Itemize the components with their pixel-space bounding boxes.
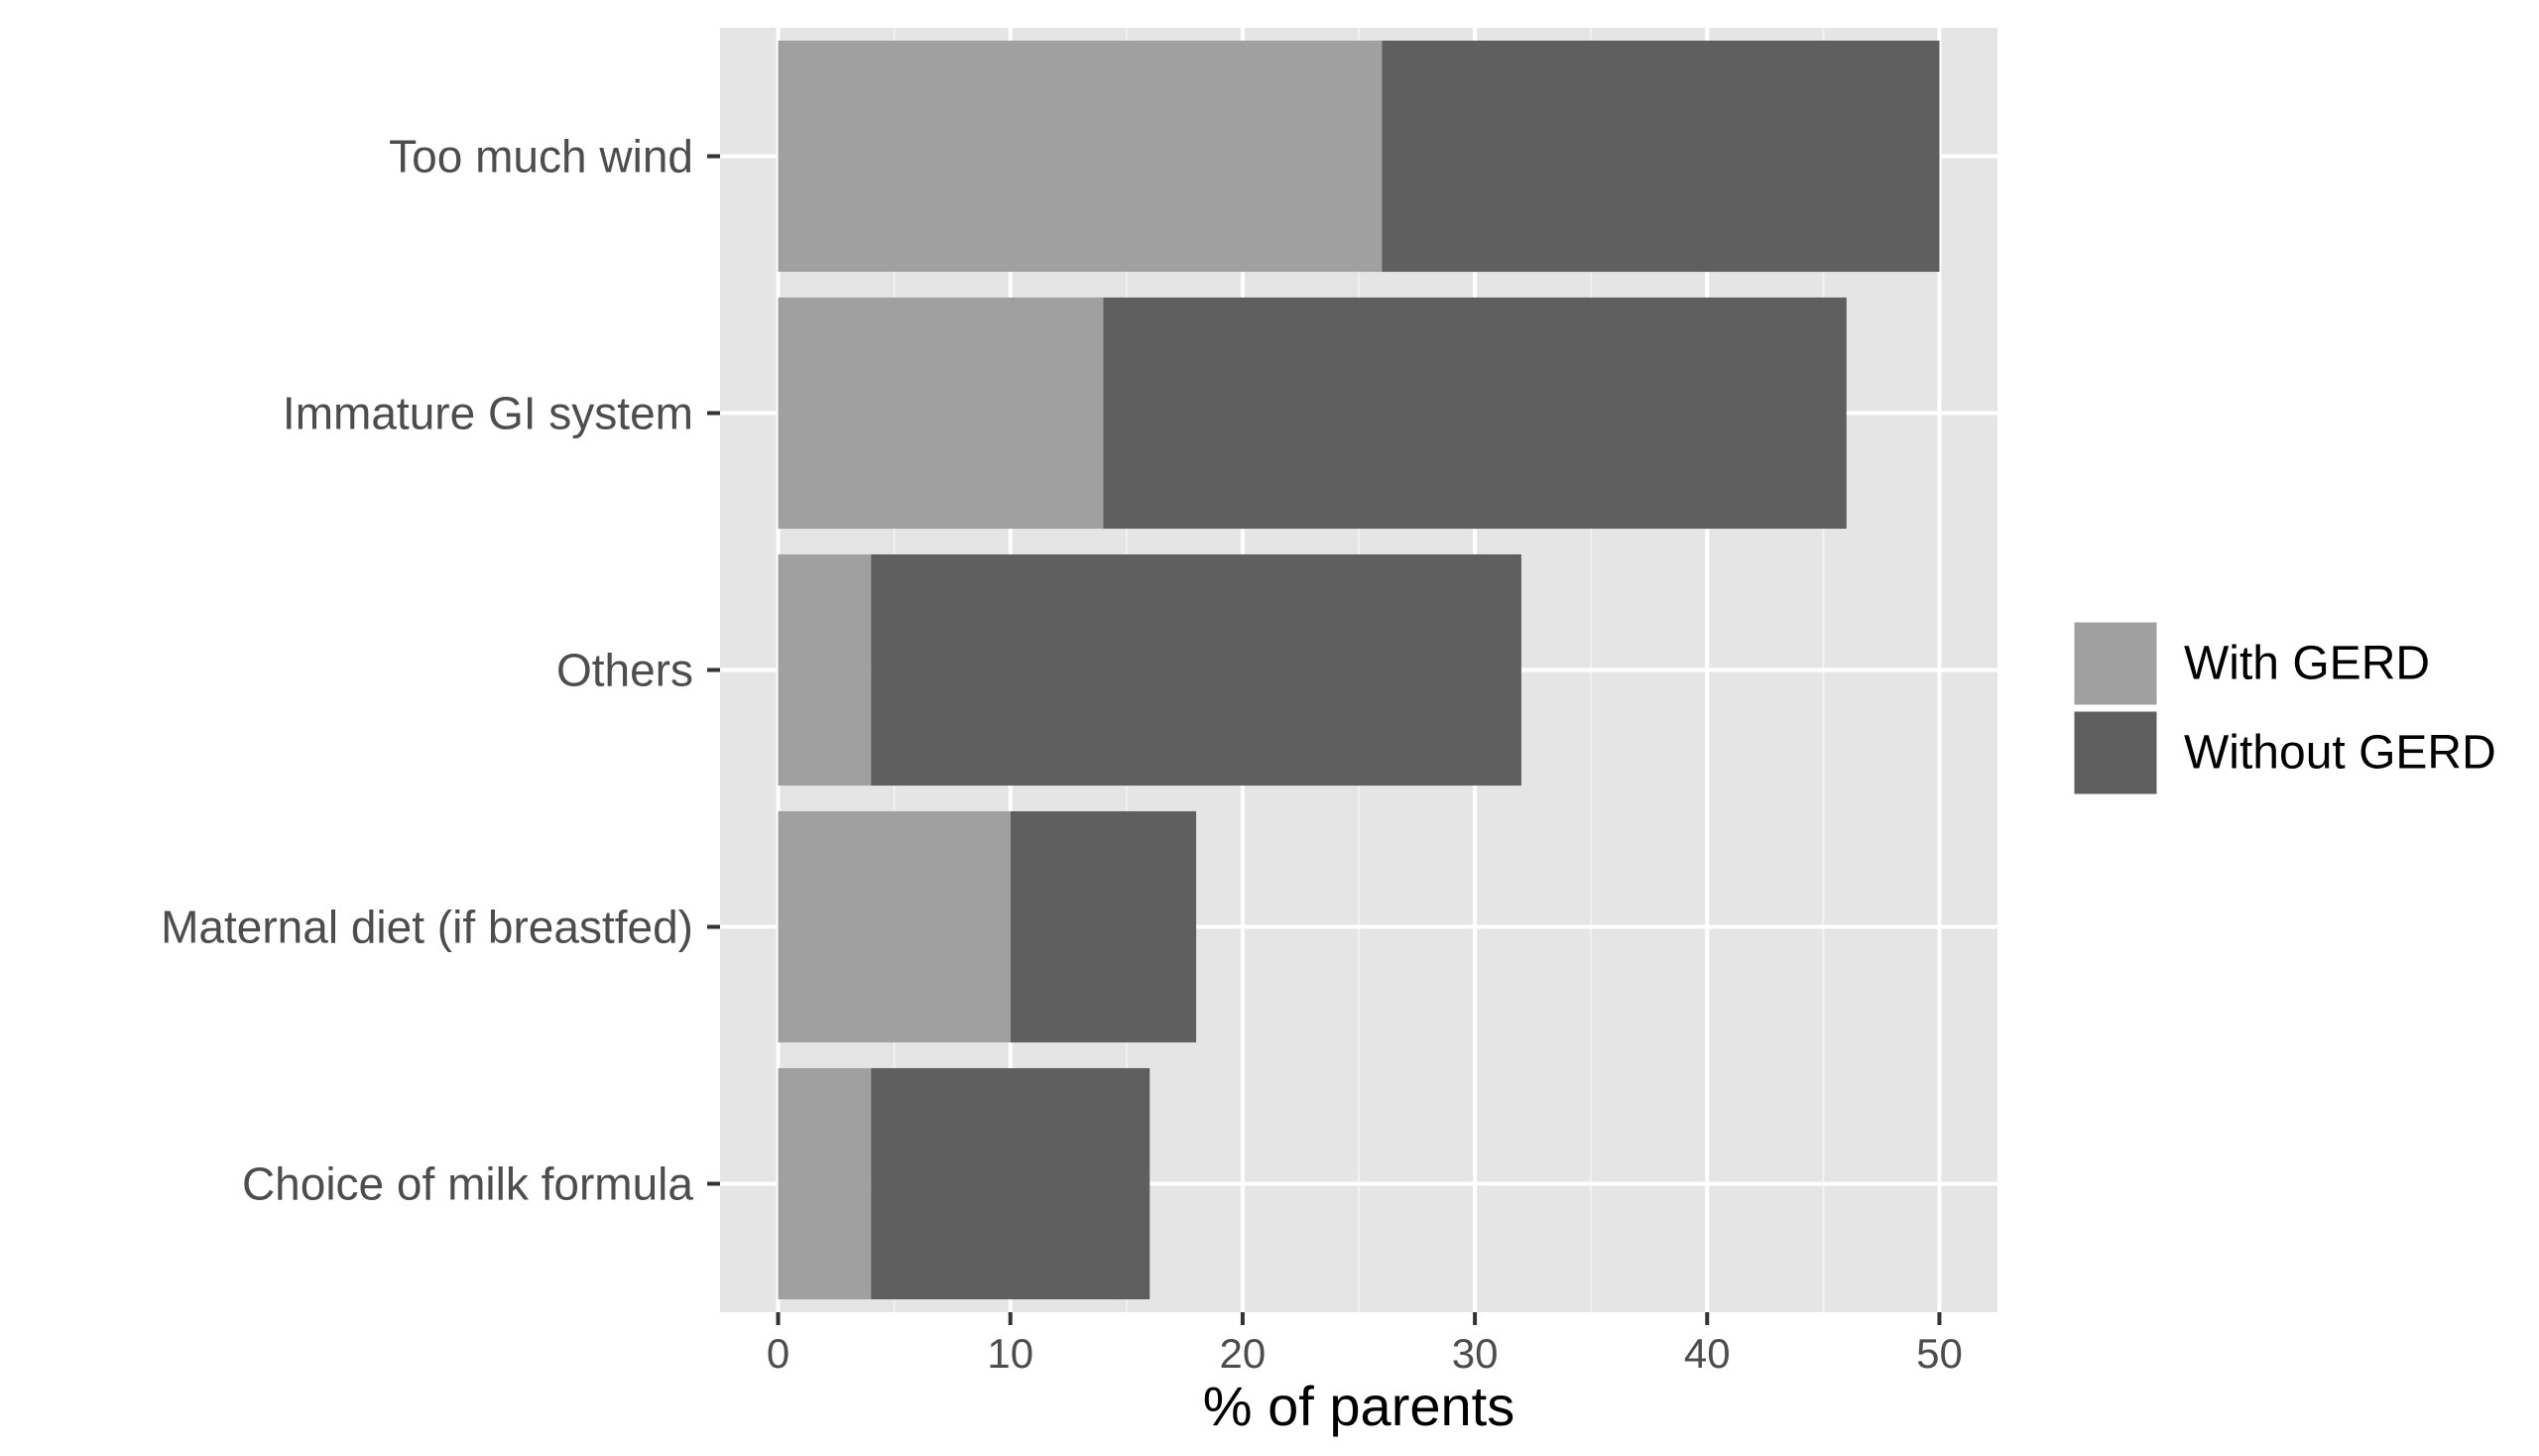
x-tick-label: 30 bbox=[1452, 1330, 1499, 1377]
bar-without-gerd bbox=[1010, 810, 1197, 1043]
bar-with-gerd bbox=[778, 1067, 872, 1300]
x-axis-title: % of parents bbox=[1203, 1375, 1514, 1437]
x-tick-label: 20 bbox=[1220, 1330, 1267, 1377]
y-tick-label: Choice of milk formula bbox=[242, 1158, 693, 1210]
x-tick-label: 10 bbox=[987, 1330, 1033, 1377]
bar-with-gerd bbox=[778, 40, 1383, 273]
legend-label: Without GERD bbox=[2184, 727, 2496, 780]
x-tick-label: 50 bbox=[1916, 1330, 1963, 1377]
x-tick-label: 0 bbox=[767, 1330, 789, 1377]
y-tick-label: Maternal diet (if breastfed) bbox=[161, 902, 693, 953]
legend-label: With GERD bbox=[2184, 638, 2430, 690]
y-tick-label: Too much wind bbox=[389, 131, 693, 182]
bar-with-gerd bbox=[778, 810, 1011, 1043]
legend-key bbox=[2071, 619, 2160, 708]
bar-without-gerd bbox=[871, 553, 1521, 787]
bar-without-gerd bbox=[1382, 40, 1940, 273]
bar-with-gerd bbox=[778, 553, 872, 787]
bar-without-gerd bbox=[1103, 297, 1847, 530]
bar-without-gerd bbox=[871, 1067, 1150, 1300]
y-tick-label: Others bbox=[556, 645, 693, 696]
bar-with-gerd bbox=[778, 297, 1104, 530]
y-tick-label: Immature GI system bbox=[283, 388, 693, 439]
x-tick-label: 40 bbox=[1684, 1330, 1731, 1377]
legend-key bbox=[2071, 708, 2160, 797]
